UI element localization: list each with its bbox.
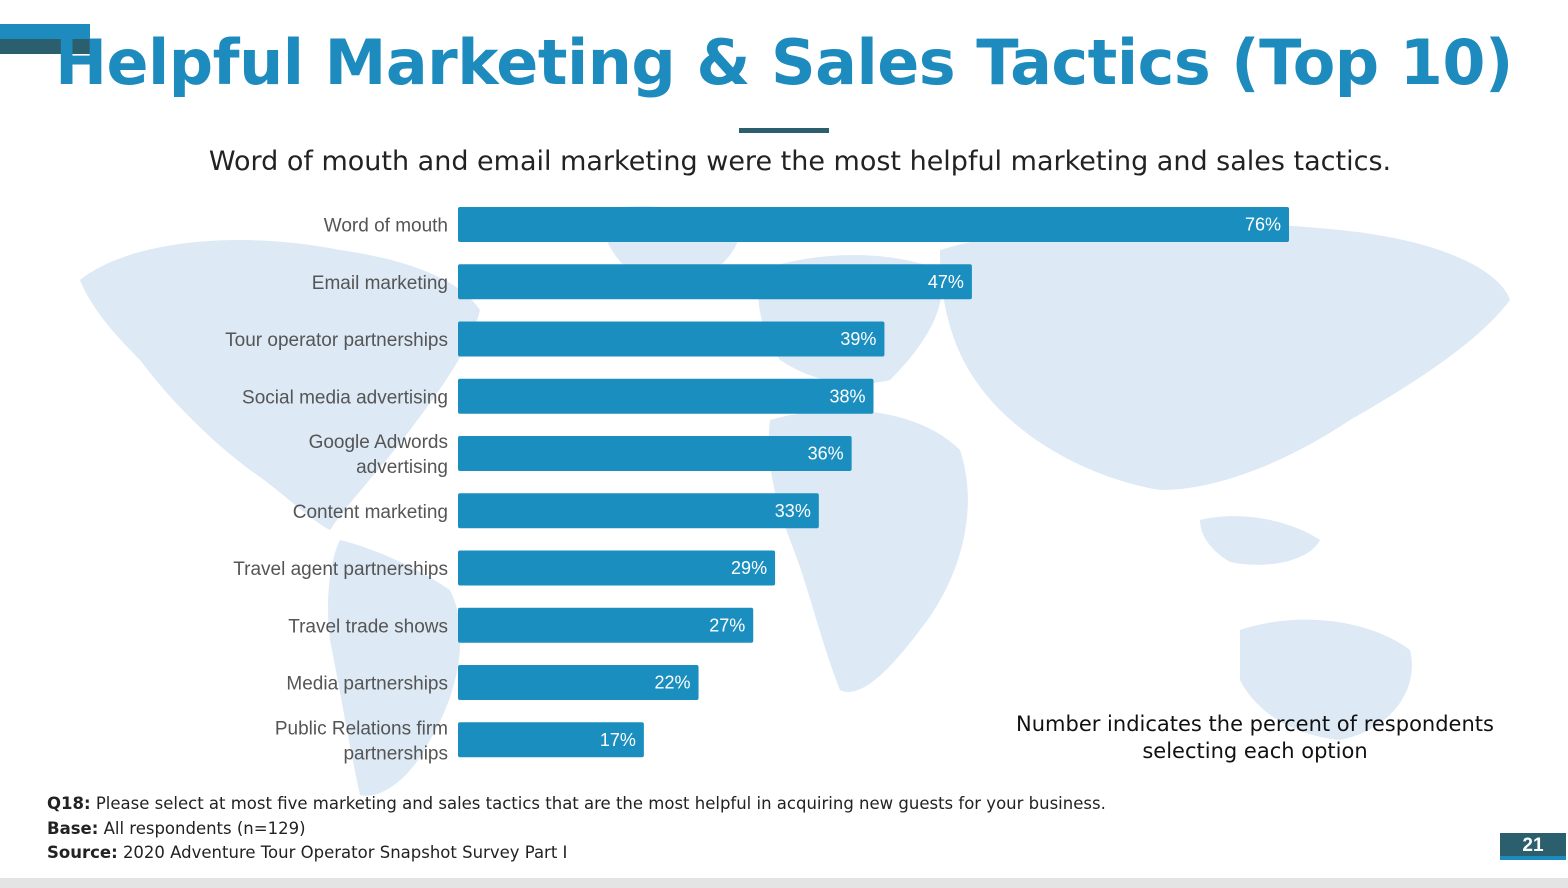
map-south-america	[328, 540, 461, 796]
bar-3	[458, 321, 885, 357]
title-underline	[739, 128, 829, 133]
map-australia	[1240, 619, 1412, 740]
category-label-5-line2: advertising	[356, 457, 448, 478]
value-label-3: 39%	[840, 329, 876, 349]
bar-4	[458, 378, 874, 414]
footer-source: Source: 2020 Adventure Tour Operator Sna…	[47, 841, 1106, 866]
category-label-4: Social media advertising	[242, 387, 448, 408]
bottom-border	[0, 878, 1568, 888]
footer-source-text: 2020 Adventure Tour Operator Snapshot Su…	[122, 843, 568, 862]
category-label-2: Email marketing	[312, 273, 448, 294]
category-labels: Word of mouth Email marketing Tour operato…	[225, 216, 448, 765]
bar-10	[458, 722, 644, 758]
value-label-9: 22%	[655, 673, 691, 693]
value-labels: 76% 47% 39% 38% 36% 33% 29% 27% 22% 17%	[600, 215, 1281, 750]
chart-note-line2: selecting each option	[1142, 739, 1368, 763]
chart-note: Number indicates the percent of responde…	[995, 711, 1515, 765]
bar-2	[458, 264, 972, 300]
footer-question: Q18: Please select at most five marketin…	[47, 792, 1106, 817]
footer-base: Base: All respondents (n=129)	[47, 817, 1106, 842]
footer-base-text: All respondents (n=129)	[103, 818, 306, 838]
category-label-10-line2: partnerships	[343, 743, 448, 764]
footer-notes: Q18: Please select at most five marketin…	[47, 792, 1106, 866]
bar-9	[458, 665, 699, 700]
category-label-1: Word of mouth	[324, 216, 448, 237]
category-label-7: Travel agent partnerships	[233, 559, 448, 580]
value-label-2: 47%	[928, 272, 964, 292]
value-label-1: 76%	[1245, 215, 1281, 235]
category-label-9: Media partnerships	[286, 674, 448, 695]
page-subtitle: Word of mouth and email marketing were t…	[208, 146, 1392, 177]
map-asia	[940, 221, 1510, 490]
footer-source-label: Source:	[47, 843, 118, 862]
map-africa	[768, 410, 968, 692]
bar-8	[458, 607, 754, 643]
value-label-5: 36%	[808, 444, 844, 464]
map-southeast-asia	[1200, 516, 1320, 565]
category-label-6: Content marketing	[293, 502, 448, 523]
bar-7	[458, 550, 776, 586]
bars	[458, 207, 1289, 758]
bar-6	[458, 493, 819, 529]
corner-accent-top	[0, 24, 90, 39]
category-label-8: Travel trade shows	[288, 616, 448, 637]
page-number-underline	[1500, 856, 1566, 860]
corner-accent	[0, 24, 90, 54]
chart-note-line1: Number indicates the percent of responde…	[1016, 712, 1494, 736]
value-label-10: 17%	[600, 730, 636, 750]
corner-accent-bottom	[0, 39, 90, 54]
category-label-3: Tour operator partnerships	[225, 330, 448, 351]
value-label-7: 29%	[731, 558, 767, 578]
bar-5	[458, 436, 852, 471]
category-label-5-line1: Google Adwords	[309, 432, 448, 453]
footer-base-label: Base:	[47, 818, 99, 838]
page-number: 21	[1500, 833, 1566, 860]
value-label-6: 33%	[775, 501, 811, 521]
value-label-4: 38%	[829, 386, 865, 406]
map-north-america	[80, 240, 480, 530]
footer-question-label: Q18:	[47, 794, 91, 813]
value-label-8: 27%	[709, 615, 745, 635]
footer-question-text: Please select at most five marketing and…	[95, 794, 1106, 813]
bar-1	[458, 207, 1289, 242]
category-label-10-line1: Public Relations firm	[275, 718, 448, 739]
page-title: Helpful Marketing & Sales Tactics (Top 1…	[55, 26, 1513, 99]
